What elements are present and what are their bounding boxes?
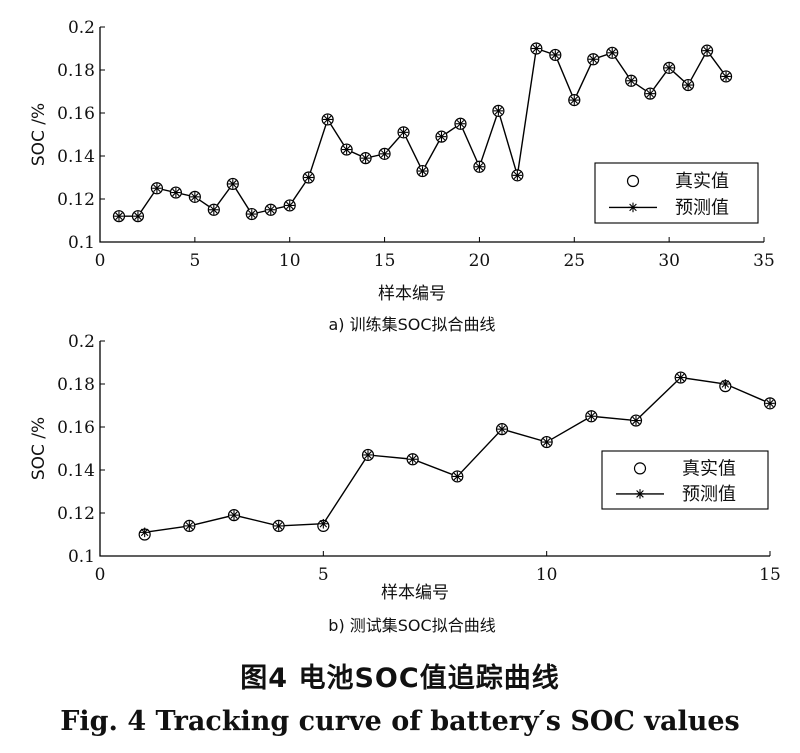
x-tick-label: 10 <box>536 565 558 585</box>
panel-caption: b) 测试集SOC拟合曲线 <box>328 616 495 635</box>
data-point-predicted <box>474 161 485 172</box>
data-point-predicted <box>360 153 371 163</box>
legend-box <box>594 162 759 224</box>
x-tick-label: 0 <box>95 251 106 271</box>
data-point-predicted <box>588 54 599 65</box>
data-point-predicted <box>318 518 329 529</box>
data-point-predicted <box>184 521 195 531</box>
data-point-predicted <box>452 471 463 482</box>
data-point-predicted <box>379 149 390 159</box>
data-point-predicted <box>407 454 418 465</box>
y-tick-label: 0.12 <box>57 504 95 524</box>
data-point-predicted <box>720 379 731 389</box>
legend-label-true: 真实值 <box>675 171 729 192</box>
panel-b-test-chart: 0.1 0.12 0.14 0.16 0.18 0.2 0 5 10 15 样本编号 SOC /% b)… <box>29 332 781 635</box>
x-tick-label: 20 <box>469 251 491 271</box>
data-point-predicted <box>645 88 655 99</box>
data-point-predicted <box>683 80 693 90</box>
y-tick-label: 0.2 <box>68 18 95 38</box>
x-tick-label: 0 <box>95 565 106 585</box>
data-point-predicted <box>303 172 314 183</box>
data-point-predicted <box>228 179 238 189</box>
data-point-predicted <box>398 127 409 138</box>
data-point-predicted <box>493 106 504 116</box>
x-tick-label: 15 <box>759 565 781 585</box>
x-axis-label: 样本编号 <box>378 284 446 304</box>
legend-box <box>601 450 769 510</box>
data-point-predicted <box>246 209 257 219</box>
data-point-predicted <box>455 118 466 129</box>
figure-caption-english: Fig. 4 Tracking curve of battery′s SOC v… <box>60 706 740 737</box>
data-point-predicted <box>497 424 507 434</box>
legend-star-marker <box>628 202 638 213</box>
data-point-predicted <box>114 211 124 221</box>
data-point-predicted <box>190 192 200 202</box>
panel-caption: a) 训练集SOC拟合曲线 <box>328 315 495 334</box>
data-point-predicted <box>512 170 523 181</box>
data-point-predicted <box>341 144 352 155</box>
data-point-predicted <box>322 114 333 125</box>
data-point-predicted <box>133 211 143 221</box>
legend-label-predicted: 预测值 <box>675 197 729 218</box>
data-point-predicted <box>171 187 181 198</box>
legend-star-marker <box>635 489 645 499</box>
data-point-predicted <box>541 437 552 447</box>
data-point-predicted <box>721 71 731 82</box>
y-tick-label: 0.1 <box>68 233 95 253</box>
data-point-predicted <box>152 183 162 194</box>
legend-circle-marker <box>633 462 647 475</box>
y-tick-label: 0.14 <box>57 461 95 481</box>
x-tick-label: 5 <box>318 565 329 585</box>
legend-label-predicted: 预测值 <box>682 484 736 505</box>
data-point-predicted <box>273 521 284 531</box>
data-point-predicted <box>675 372 686 383</box>
data-point-predicted <box>765 398 775 409</box>
data-point-predicted <box>550 50 561 60</box>
data-point-predicted <box>417 166 428 176</box>
data-point-predicted <box>284 200 295 211</box>
data-point-predicted <box>436 131 447 142</box>
data-point-predicted <box>229 510 239 520</box>
x-tick-label: 10 <box>279 251 301 271</box>
data-point-predicted <box>631 415 641 426</box>
data-point-predicted <box>626 75 636 86</box>
data-point-predicted <box>531 43 542 54</box>
x-tick-label: 25 <box>563 251 585 271</box>
x-tick-label: 30 <box>658 251 680 271</box>
data-point-predicted <box>702 45 712 56</box>
panel-a-training-chart: 0.1 0.12 0.14 0.16 0.18 0.2 0 5 10 15 20 25 30 35 样本编号… <box>29 18 775 334</box>
y-axis-label: SOC /% <box>29 103 49 166</box>
x-tick-label: 35 <box>753 251 775 271</box>
y-tick-label: 0.18 <box>57 61 95 81</box>
y-tick-label: 0.18 <box>57 375 95 395</box>
legend-circle-marker <box>626 174 640 188</box>
data-point-predicted <box>139 527 150 538</box>
data-point-predicted <box>363 450 373 460</box>
data-point-predicted <box>664 63 674 73</box>
y-axis-label: SOC /% <box>29 417 49 480</box>
y-tick-label: 0.14 <box>57 147 95 167</box>
legend-label-true: 真实值 <box>682 458 736 479</box>
y-tick-label: 0.1 <box>68 547 95 567</box>
y-tick-label: 0.16 <box>57 418 95 438</box>
data-point-predicted <box>265 204 276 215</box>
data-point-predicted <box>569 95 580 105</box>
data-point-predicted <box>209 204 219 215</box>
figure-caption-chinese: 图4 电池SOC值追踪曲线 <box>240 663 560 694</box>
x-tick-label: 5 <box>189 251 200 271</box>
y-tick-label: 0.16 <box>57 104 95 124</box>
x-tick-label: 15 <box>374 251 396 271</box>
data-point-predicted <box>607 48 618 58</box>
x-axis-label: 样本编号 <box>381 583 449 603</box>
data-point-predicted <box>586 411 597 422</box>
y-tick-label: 0.2 <box>68 332 95 352</box>
y-tick-label: 0.12 <box>57 190 95 210</box>
